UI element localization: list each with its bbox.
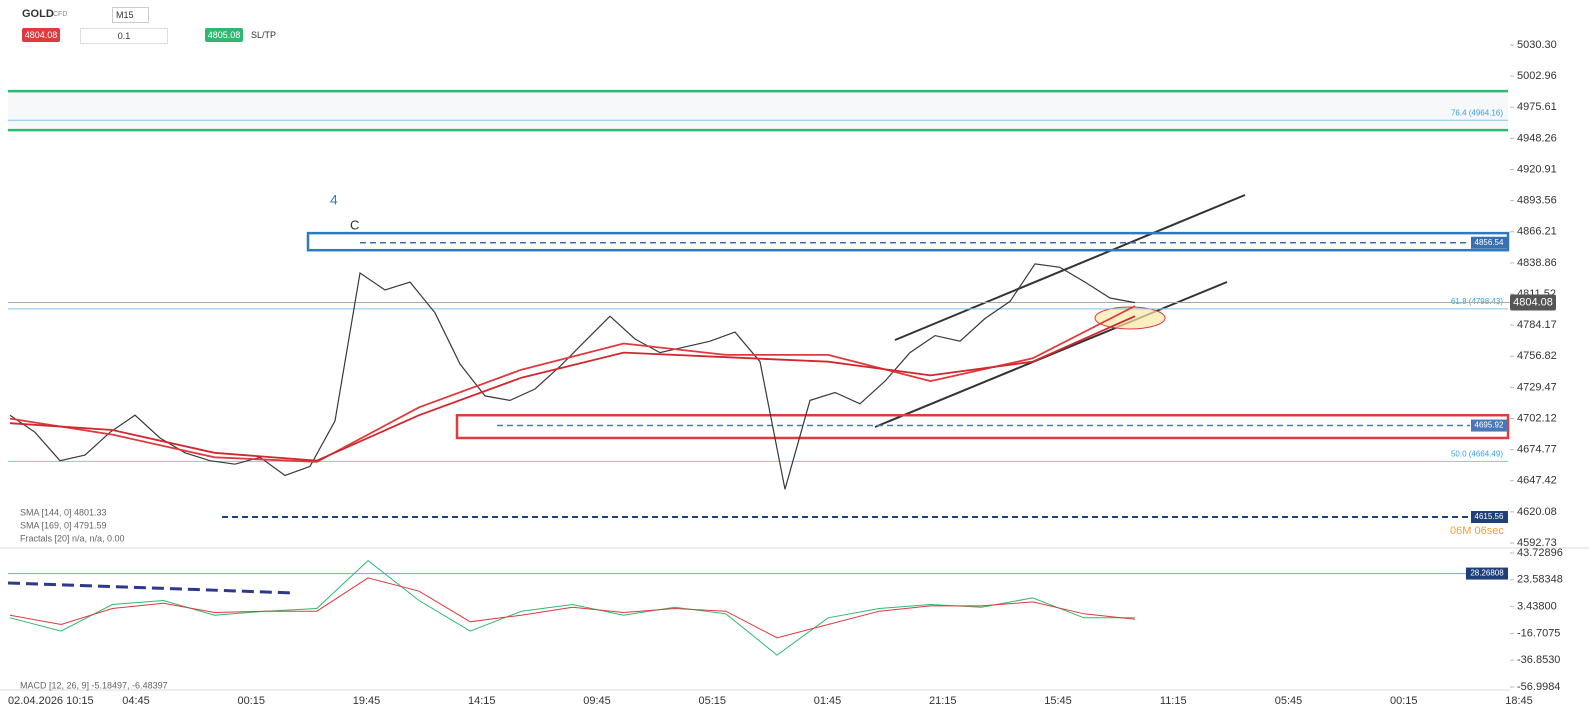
x-tick-label: 01:45 — [814, 695, 842, 707]
y-tick-label: 23.58348 — [1517, 574, 1563, 586]
zone — [455, 413, 1510, 440]
indicator-legend: Fractals [20] n/a, n/a, 0.00 — [20, 533, 125, 543]
x-tick-label: 18:45 — [1505, 695, 1533, 707]
level-label: 4695.92 — [1475, 421, 1504, 430]
instrument-type: CFD — [53, 11, 68, 18]
y-tick-label: 4647.42 — [1517, 475, 1557, 487]
sell-button[interactable]: 4804.08 — [22, 28, 60, 42]
x-tick-label: 05:45 — [1275, 695, 1303, 707]
current-price-tag — [1510, 294, 1556, 311]
current-price-label: 4804.08 — [1513, 296, 1553, 308]
x-tick-label: 09:45 — [583, 695, 611, 707]
fib-label: 50.0 (4664.49) — [1451, 449, 1503, 458]
timeframe[interactable]: M15 — [112, 7, 149, 23]
y-tick-label: 4756.82 — [1517, 350, 1557, 362]
x-tick-label: 00:15 — [237, 695, 265, 707]
level-tag — [1471, 511, 1508, 524]
trend-line — [7, 581, 296, 595]
y-tick-label: 4729.47 — [1517, 381, 1557, 393]
x-tick-label: 15:45 — [1044, 695, 1072, 707]
x-tick-label: 02.04.2026 10:15 — [8, 695, 94, 707]
y-tick-label: -16.7075 — [1517, 627, 1560, 639]
sltp-button[interactable]: SL/TP — [251, 30, 277, 40]
y-tick-label: 3.43800 — [1517, 601, 1557, 613]
x-tick-label: 04:45 — [122, 695, 150, 707]
y-tick-label: 5030.30 — [1517, 39, 1557, 51]
fib-label: 61.8 (4798.43) — [1451, 297, 1503, 306]
level-tag — [1471, 236, 1508, 249]
symbol[interactable]: GOLD — [22, 8, 54, 20]
macd-level-tag — [1466, 567, 1508, 580]
y-tick-label: 4674.77 — [1517, 444, 1557, 456]
macd-legend: MACD [12, 26, 9] -5.18497, -6.48397 — [20, 680, 168, 690]
y-tick-label: 4920.91 — [1517, 163, 1557, 175]
wave-label: C — [350, 217, 359, 232]
x-tick-label: 11:15 — [1160, 695, 1187, 707]
y-tick-label: -56.9984 — [1517, 681, 1560, 693]
y-tick-label: 4702.12 — [1517, 412, 1557, 424]
macd-line — [9, 559, 1135, 656]
channel-line — [894, 194, 1246, 341]
sma-144-line — [9, 305, 1136, 463]
x-tick-label: 19:45 — [353, 695, 381, 707]
countdown: 06M 06sec — [1450, 525, 1504, 537]
y-tick-label: 43.72896 — [1517, 547, 1563, 559]
y-tick-label: 4620.08 — [1517, 506, 1557, 518]
wave-label: 4 — [330, 192, 338, 208]
fib-label: 76.4 (4964.16) — [1451, 108, 1503, 117]
volume-input[interactable]: 0.1 — [80, 28, 168, 44]
y-tick-label: 5002.96 — [1517, 70, 1557, 82]
y-tick-label: 4866.21 — [1517, 226, 1557, 238]
buy-button[interactable]: 4805.08 — [205, 28, 243, 42]
level-label: 4615.56 — [1475, 512, 1504, 521]
y-tick-label: 4948.26 — [1517, 132, 1557, 144]
y-tick-label: 4784.17 — [1517, 319, 1557, 331]
y-tick-label: 4838.86 — [1517, 257, 1557, 269]
level-tag — [1471, 419, 1508, 432]
sma-169-line — [9, 315, 1136, 462]
macd-level-label: 28.26808 — [1470, 569, 1504, 578]
zone — [306, 231, 1510, 252]
price-line — [9, 263, 1136, 490]
y-tick-label: -36.8530 — [1517, 654, 1560, 666]
x-tick-label: 05:15 — [698, 695, 726, 707]
y-tick-label: 4975.61 — [1517, 101, 1557, 113]
x-tick-label: 21:15 — [929, 695, 957, 707]
level-label: 4856.54 — [1475, 238, 1504, 247]
zone — [8, 91, 1508, 131]
y-tick-label: 4592.73 — [1517, 537, 1557, 549]
y-tick-label: 4893.56 — [1517, 195, 1557, 207]
indicator-legend: SMA [144, 0] 4801.33 — [20, 507, 107, 517]
x-tick-label: 00:15 — [1390, 695, 1418, 707]
x-tick-label: 14:15 — [468, 695, 496, 707]
indicator-legend: SMA [169, 0] 4791.59 — [20, 520, 107, 530]
signal-line — [9, 577, 1136, 639]
